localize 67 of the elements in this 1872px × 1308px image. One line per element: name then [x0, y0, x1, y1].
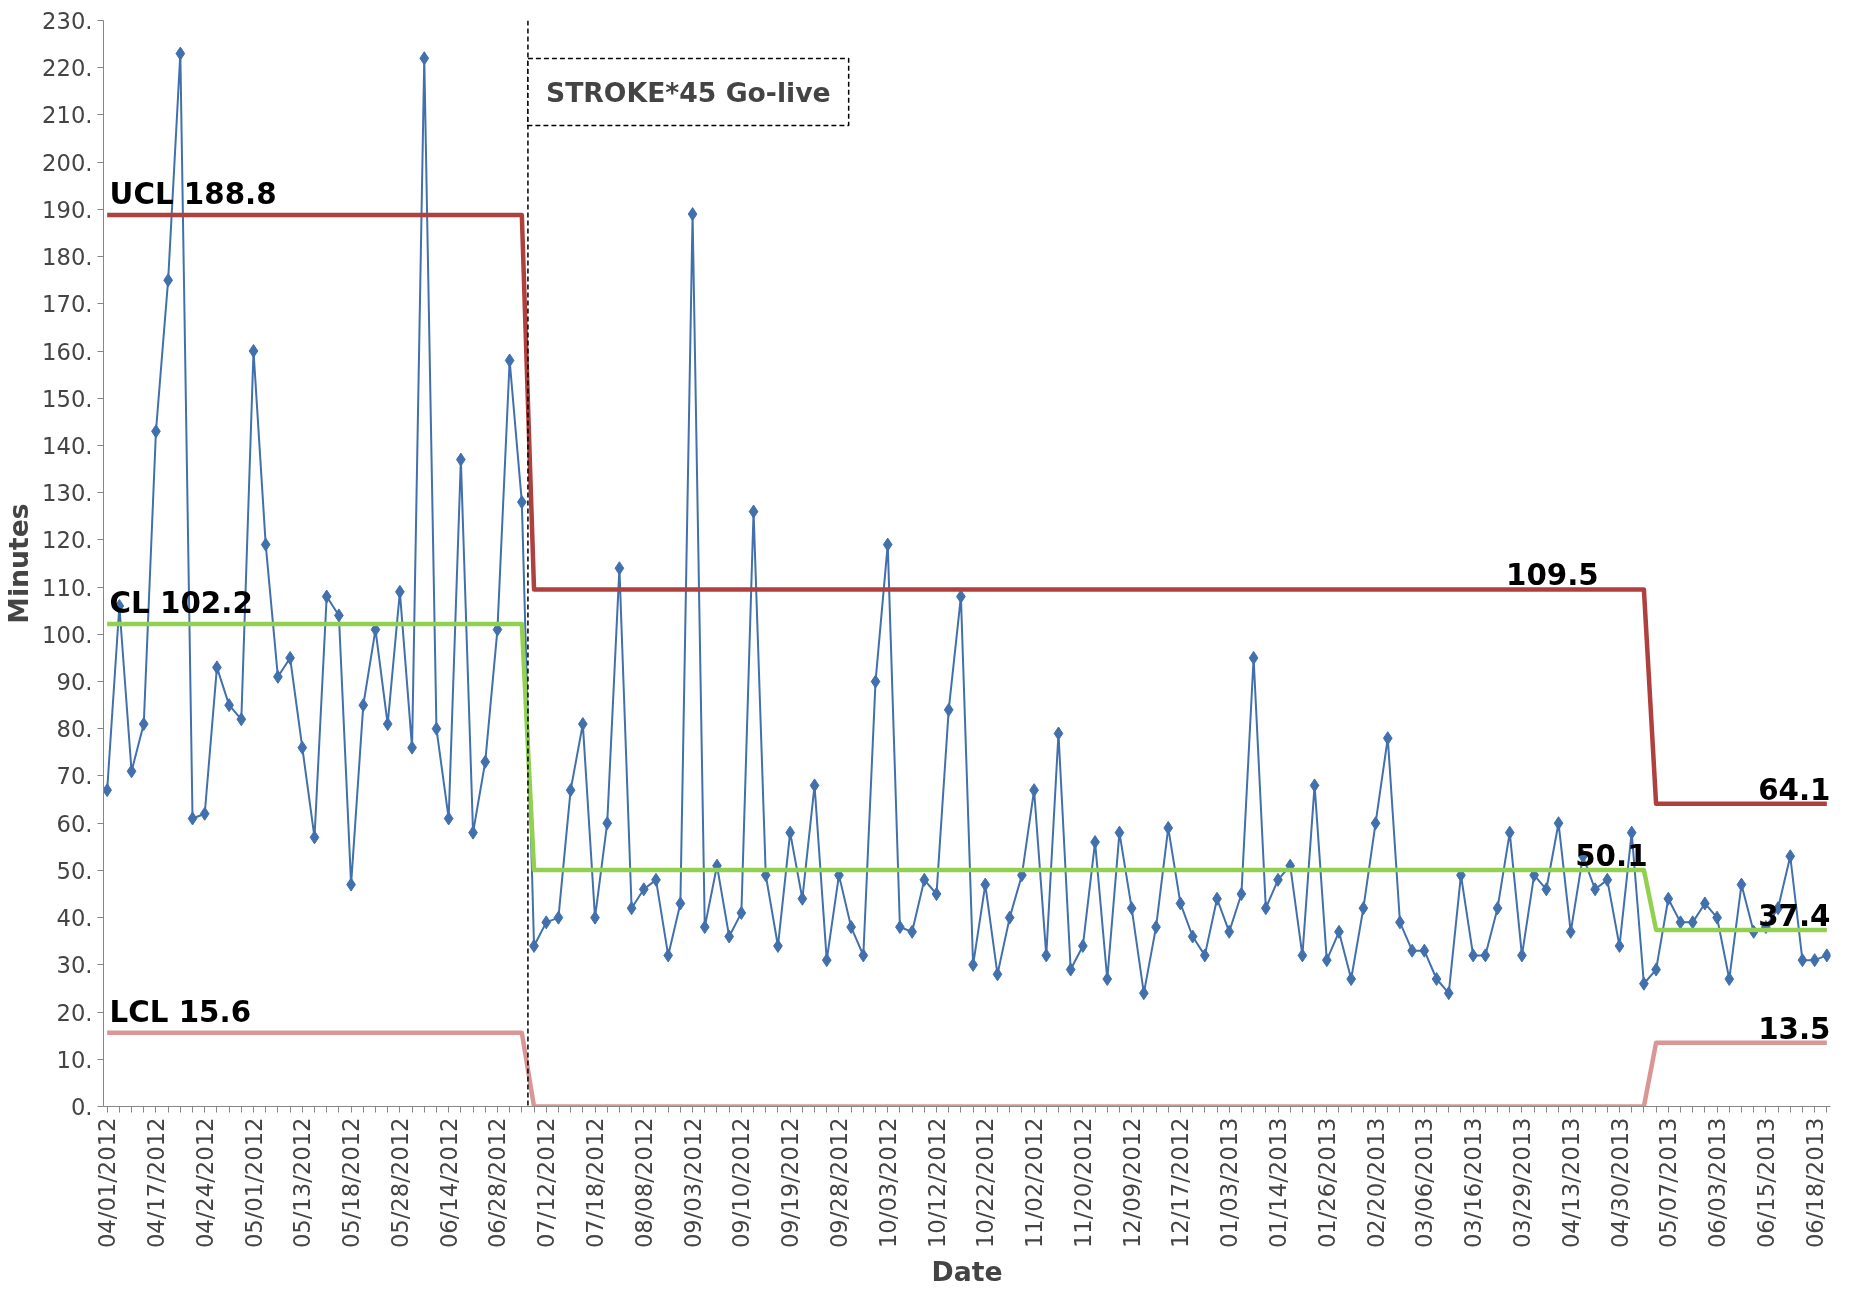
x-tick-label: 06/03/2013 [1704, 1117, 1731, 1249]
x-tick-label: 10/22/2012 [972, 1117, 999, 1249]
x-tick-label: 11/02/2012 [1021, 1117, 1048, 1249]
x-tick-label: 05/18/2012 [338, 1117, 365, 1249]
data-label: 109.5 [1506, 558, 1599, 593]
x-tick-label: 06/15/2013 [1752, 1117, 1779, 1249]
x-axis-title: Date [931, 1256, 1003, 1288]
data-label: LCL 15.6 [109, 994, 252, 1029]
data-label: 64.1 [1758, 772, 1831, 807]
x-tick-label: 12/09/2012 [1118, 1117, 1145, 1249]
x-tick-label: 02/20/2013 [1362, 1117, 1389, 1249]
x-tick-label: 04/24/2012 [191, 1117, 218, 1249]
y-tick-label: 210. [42, 102, 93, 129]
x-tick-label: 03/16/2013 [1460, 1117, 1487, 1249]
x-tick-label: 09/03/2012 [679, 1117, 706, 1249]
y-tick-label: 180. [42, 244, 93, 271]
x-tick-label: 01/03/2013 [1216, 1117, 1243, 1249]
y-tick-label: 230. [42, 8, 93, 34]
x-tick-label: 10/03/2012 [874, 1117, 901, 1249]
y-tick-label: 10. [56, 1046, 93, 1073]
y-tick-label: 90. [56, 669, 93, 696]
y-tick-label: 150. [42, 385, 93, 412]
y-tick-label: 0. [70, 1094, 93, 1120]
y-tick-label: 100. [42, 621, 93, 648]
x-tick-label: 03/06/2013 [1411, 1117, 1438, 1249]
x-tick-label: 06/14/2012 [435, 1117, 462, 1249]
x-tick-label: 05/07/2013 [1655, 1117, 1682, 1249]
x-tick-label: 08/08/2012 [630, 1117, 657, 1249]
y-tick-label: 120. [42, 527, 93, 554]
x-tick-label: 07/12/2012 [533, 1117, 560, 1249]
x-tick-label: 04/17/2012 [142, 1117, 169, 1249]
y-tick-label: 30. [56, 952, 93, 979]
x-tick-label: 09/28/2012 [825, 1117, 852, 1249]
x-tick-label: 03/29/2013 [1508, 1117, 1535, 1249]
x-tick-label: 01/14/2013 [1265, 1117, 1292, 1249]
x-tick-label: 05/13/2012 [289, 1117, 316, 1249]
x-tick-label: 12/17/2012 [1167, 1117, 1194, 1249]
y-tick-label: 140. [42, 432, 93, 459]
y-tick-label: 50. [56, 857, 93, 884]
y-tick-label: 160. [42, 338, 93, 365]
x-tick-label: 01/26/2013 [1313, 1117, 1340, 1249]
x-tick-label: 04/30/2013 [1606, 1117, 1633, 1249]
y-tick-label: 80. [56, 716, 93, 743]
x-tick-label: 09/10/2012 [728, 1117, 755, 1249]
y-tick-label: 170. [42, 291, 93, 318]
y-tick-label: 70. [56, 763, 93, 790]
y-tick-label: 190. [42, 196, 93, 223]
y-tick-label: 220. [42, 55, 93, 82]
annotation: STROKE*45 Go-live [545, 76, 831, 108]
x-tick-label: 07/18/2012 [582, 1117, 609, 1249]
x-tick-label: 05/01/2012 [240, 1117, 267, 1249]
x-tick-label: 06/28/2012 [484, 1117, 511, 1249]
y-axis-title: Minutes [3, 503, 35, 624]
y-tick-label: 20. [56, 999, 93, 1026]
x-tick-label: 09/19/2012 [777, 1117, 804, 1249]
x-tick-label: 11/20/2012 [1069, 1117, 1096, 1249]
y-tick-label: 130. [42, 480, 93, 507]
y-tick-label: 110. [42, 574, 93, 601]
data-label: 13.5 [1758, 1011, 1831, 1046]
y-tick-label: 60. [56, 810, 93, 837]
y-tick-label: 200. [42, 149, 93, 176]
x-tick-label: 10/12/2012 [923, 1117, 950, 1249]
x-tick-label: 04/13/2013 [1557, 1117, 1584, 1249]
x-tick-label: 05/28/2012 [386, 1117, 413, 1249]
x-tick-label: 06/18/2013 [1801, 1117, 1828, 1249]
x-tick-label: 04/01/2012 [94, 1117, 121, 1249]
y-tick-label: 40. [56, 905, 93, 932]
